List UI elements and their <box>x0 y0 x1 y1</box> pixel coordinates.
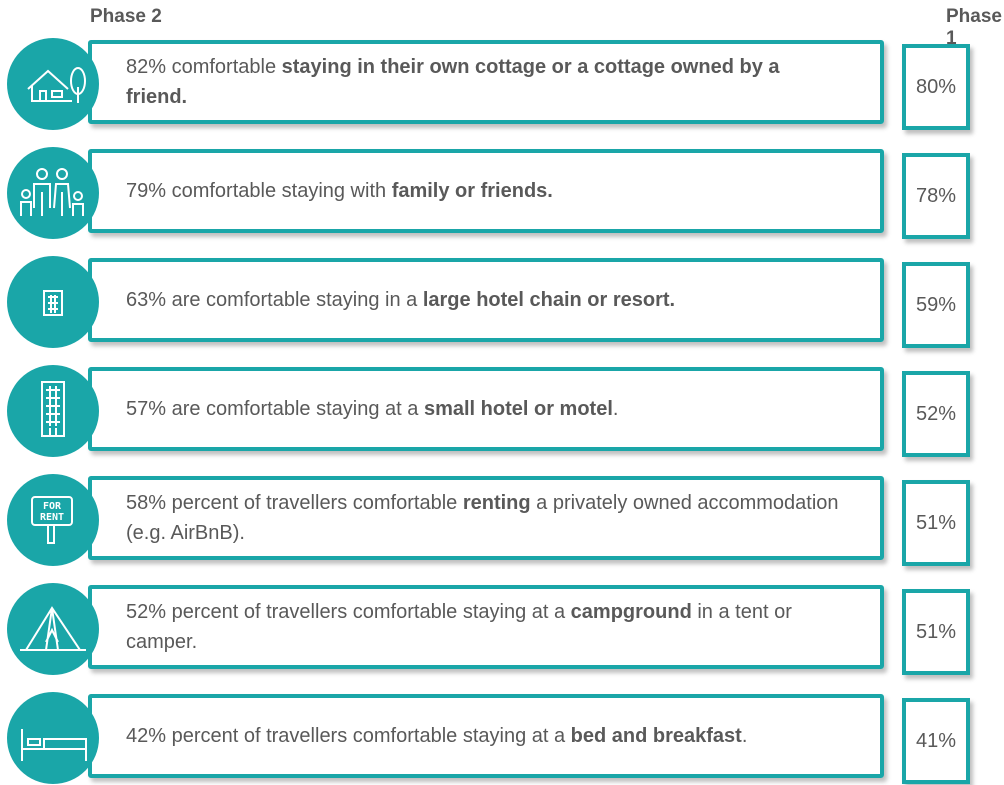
phase2-header: Phase 2 <box>90 6 162 27</box>
phase1-value: 51% <box>902 480 970 566</box>
row: 52% percent of travellers comfortable st… <box>0 583 1004 675</box>
icon <box>7 256 99 348</box>
statement-text: 52% percent of travellers comfortable st… <box>126 597 846 657</box>
phase1-value: 51% <box>902 589 970 675</box>
statement: 52% percent of travellers comfortable st… <box>126 585 846 669</box>
statement-text: 57% are comfortable staying at a small h… <box>126 394 618 424</box>
text: 79% comfortable staying with <box>126 180 392 202</box>
icon <box>7 147 99 239</box>
bold-text: bed and breakfast <box>570 725 742 747</box>
phase1-value: 52% <box>902 371 970 457</box>
icon <box>7 583 99 675</box>
text: . <box>612 398 619 420</box>
statement-text: 58% percent of travellers comfortable re… <box>126 488 846 548</box>
statement-text: 79% comfortable staying with family or f… <box>126 176 553 206</box>
bold-text: staying in their own cottage or a cottag… <box>126 56 780 108</box>
row: 63% are comfortable staying in a large h… <box>0 256 1004 348</box>
bold-text: small hotel or motel <box>423 398 613 420</box>
text: 58% percent of travellers comfortable <box>126 492 463 514</box>
row: 82% comfortable staying in their own cot… <box>0 38 1004 130</box>
statement: 79% comfortable staying with family or f… <box>126 149 846 233</box>
statement: 58% percent of travellers comfortable re… <box>126 476 846 560</box>
statement: 57% are comfortable staying at a small h… <box>126 367 846 451</box>
text: a privately owned accommodation (e.g. Ai… <box>126 492 839 544</box>
phase1-value: 59% <box>902 262 970 348</box>
phase1-value: 41% <box>902 698 970 784</box>
text: 52% percent of travellers comfortable st… <box>126 601 571 623</box>
text: in a tent or camper. <box>126 601 792 653</box>
bold-text: renting <box>462 492 531 514</box>
bold-text: family or friends. <box>391 180 553 202</box>
icon <box>7 365 99 457</box>
text: 57% are comfortable staying at a <box>126 398 424 420</box>
phase1-value: 78% <box>902 153 970 239</box>
text: 42% percent of travellers comfortable st… <box>126 725 571 747</box>
row: 79% comfortable staying with family or f… <box>0 147 1004 239</box>
statement-text: 42% percent of travellers comfortable st… <box>126 721 747 751</box>
bold-text: campground <box>570 601 692 623</box>
statement-text: 63% are comfortable staying in a large h… <box>126 285 675 315</box>
text: . <box>741 725 748 747</box>
bold-text: large hotel chain or resort. <box>422 289 676 311</box>
statement: 63% are comfortable staying in a large h… <box>126 258 846 342</box>
text: 82% comfortable <box>126 56 282 78</box>
sign-text: RENT <box>40 512 64 523</box>
text: 63% are comfortable staying in a <box>126 289 423 311</box>
sign-text: FOR <box>43 501 62 512</box>
phase1-header: Phase 1 <box>946 6 1002 49</box>
row: 58% percent of travellers comfortable re… <box>0 474 1004 566</box>
icon <box>7 692 99 784</box>
row: 57% are comfortable staying at a small h… <box>0 365 1004 457</box>
phase1-value: 80% <box>902 44 970 130</box>
icon <box>7 38 99 130</box>
statement-text: 82% comfortable staying in their own cot… <box>126 52 846 112</box>
statement: 42% percent of travellers comfortable st… <box>126 694 846 778</box>
row: 42% percent of travellers comfortable st… <box>0 692 1004 784</box>
statement: 82% comfortable staying in their own cot… <box>126 40 846 124</box>
